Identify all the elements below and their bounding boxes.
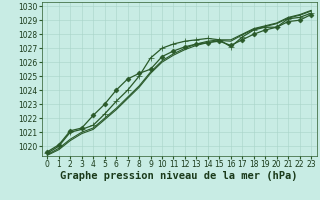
X-axis label: Graphe pression niveau de la mer (hPa): Graphe pression niveau de la mer (hPa) [60,171,298,181]
